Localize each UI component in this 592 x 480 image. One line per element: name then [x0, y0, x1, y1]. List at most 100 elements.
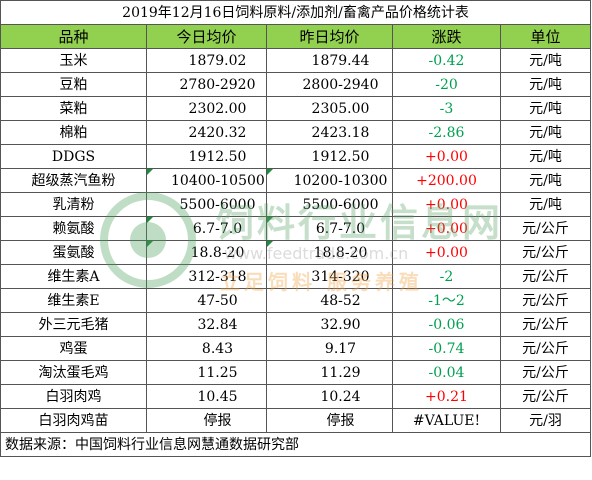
cell-unit: 元/公斤	[499, 360, 592, 385]
cell-today-price: 10400-10500	[146, 168, 267, 193]
cell-today-price: 2302.00	[146, 96, 267, 121]
cell-unit: 元/公斤	[499, 336, 592, 361]
table-row: 超级蒸汽鱼粉 10400-10500 10200-10300 +200.00 元/吨	[0, 168, 592, 193]
cell-change: -0.04	[392, 360, 501, 385]
cell-yesterday-price: 11.29	[266, 360, 393, 385]
cell-today-price: 2780-2920	[146, 72, 267, 97]
cell-unit: 元/吨	[499, 72, 592, 97]
cell-today-price: 32.84	[146, 312, 267, 337]
cell-yesterday-price: 停报	[266, 408, 393, 433]
cell-yesterday-price: 18.8-20	[266, 240, 393, 265]
cell-change: +0.00	[392, 240, 501, 265]
cell-change: +0.00	[392, 144, 501, 169]
text-format-marker-icon	[267, 241, 273, 247]
cell-yesterday-price: 1879.44	[266, 48, 393, 73]
header-today: 今日均价	[146, 24, 267, 49]
cell-change: +0.00	[392, 216, 501, 241]
cell-today-price: 停报	[146, 408, 267, 433]
table-row: 鸡蛋 8.43 9.17 -0.74 元/公斤	[0, 336, 592, 361]
cell-yesterday-price: 9.17	[266, 336, 393, 361]
cell-change: #VALUE!	[392, 408, 501, 433]
cell-name: 玉米	[0, 48, 147, 73]
cell-name: 淘汰蛋毛鸡	[0, 360, 147, 385]
table-row: 白羽肉鸡苗 停报 停报 #VALUE! 元/羽	[0, 408, 592, 433]
cell-unit: 元/公斤	[499, 384, 592, 409]
cell-yesterday-price: 10200-10300	[266, 168, 393, 193]
table-row: 维生素A 312-318 314-320 -2 元/公斤	[0, 264, 592, 289]
cell-unit: 元/吨	[499, 144, 592, 169]
cell-name: 超级蒸汽鱼粉	[0, 168, 147, 193]
cell-unit: 元/公斤	[499, 216, 592, 241]
header-unit: 单位	[499, 24, 592, 49]
cell-change: -3	[392, 96, 501, 121]
cell-change: -20	[392, 72, 501, 97]
cell-change: -0.06	[392, 312, 501, 337]
table-row: 蛋氨酸 18.8-20 18.8-20 +0.00 元/公斤	[0, 240, 592, 265]
cell-name: 维生素A	[0, 264, 147, 289]
cell-unit: 元/吨	[499, 120, 592, 145]
table-row: 淘汰蛋毛鸡 11.25 11.29 -0.04 元/公斤	[0, 360, 592, 385]
cell-today-price: 312-318	[146, 264, 267, 289]
header-row: 品种 今日均价 昨日均价 涨跌 单位	[0, 24, 592, 49]
cell-yesterday-price: 2305.00	[266, 96, 393, 121]
table-row: DDGS 1912.50 1912.50 +0.00 元/吨	[0, 144, 592, 169]
cell-name: DDGS	[0, 144, 147, 169]
title-row: 2019年12月16日饲料原料/添加剂/畜禽产品价格统计表	[0, 0, 592, 25]
cell-change: -1～2	[392, 288, 501, 313]
cell-unit: 元/公斤	[499, 264, 592, 289]
table-row: 赖氨酸 6.7-7.0 6.7-7.0 +0.00 元/公斤	[0, 216, 592, 241]
header-name: 品种	[0, 24, 147, 49]
cell-name: 乳清粉	[0, 192, 147, 217]
cell-unit: 元/吨	[499, 168, 592, 193]
cell-unit: 元/羽	[499, 408, 592, 433]
table-row: 外三元毛猪 32.84 32.90 -0.06 元/公斤	[0, 312, 592, 337]
cell-name: 外三元毛猪	[0, 312, 147, 337]
header-yesterday: 昨日均价	[266, 24, 393, 49]
cell-today-price: 18.8-20	[146, 240, 267, 265]
table-row: 棉粕 2420.32 2423.18 -2.86 元/吨	[0, 120, 592, 145]
cell-name: 维生素E	[0, 288, 147, 313]
header-change: 涨跌	[392, 24, 501, 49]
cell-yesterday-price: 2800-2940	[266, 72, 393, 97]
cell-name: 棉粕	[0, 120, 147, 145]
cell-change: -2	[392, 264, 501, 289]
cell-change: -2.86	[392, 120, 501, 145]
cell-yesterday-price: 2423.18	[266, 120, 393, 145]
price-table: 2019年12月16日饲料原料/添加剂/畜禽产品价格统计表 品种 今日均价 昨日…	[0, 0, 592, 457]
cell-yesterday-price: 314-320	[266, 264, 393, 289]
cell-today-price: 1879.02	[146, 48, 267, 73]
cell-unit: 元/公斤	[499, 240, 592, 265]
cell-today-price: 6.7-7.0	[146, 216, 267, 241]
table-row: 乳清粉 5500-6000 5500-6000 +0.00 元/吨	[0, 192, 592, 217]
cell-yesterday-price: 32.90	[266, 312, 393, 337]
cell-name: 白羽肉鸡	[0, 384, 147, 409]
data-source-note: 数据来源：中国饲料行业信息网慧通数据研究部	[0, 432, 592, 457]
cell-today-price: 5500-6000	[146, 192, 267, 217]
table-title: 2019年12月16日饲料原料/添加剂/畜禽产品价格统计表	[0, 0, 592, 25]
cell-yesterday-price: 6.7-7.0	[266, 216, 393, 241]
cell-today-price: 1912.50	[146, 144, 267, 169]
cell-change: +0.21	[392, 384, 501, 409]
table-row: 玉米 1879.02 1879.44 -0.42 元/吨	[0, 48, 592, 73]
cell-today-price: 11.25	[146, 360, 267, 385]
cell-change: +0.00	[392, 192, 501, 217]
cell-change: -0.42	[392, 48, 501, 73]
text-format-marker-icon	[267, 217, 273, 223]
cell-yesterday-price: 1912.50	[266, 144, 393, 169]
cell-name: 蛋氨酸	[0, 240, 147, 265]
cell-unit: 元/吨	[499, 96, 592, 121]
cell-yesterday-price: 5500-6000	[266, 192, 393, 217]
table-row: 白羽肉鸡 10.45 10.24 +0.21 元/公斤	[0, 384, 592, 409]
cell-unit: 元/吨	[499, 192, 592, 217]
cell-change: -0.74	[392, 336, 501, 361]
table-row: 维生素E 47-50 48-52 -1～2 元/公斤	[0, 288, 592, 313]
cell-unit: 元/公斤	[499, 312, 592, 337]
cell-today-price: 10.45	[146, 384, 267, 409]
cell-unit: 元/公斤	[499, 288, 592, 313]
cell-name: 豆粕	[0, 72, 147, 97]
cell-today-price: 2420.32	[146, 120, 267, 145]
source-row: 数据来源：中国饲料行业信息网慧通数据研究部	[0, 432, 592, 457]
cell-today-price: 47-50	[146, 288, 267, 313]
text-format-marker-icon	[267, 169, 273, 175]
cell-change: +200.00	[392, 168, 501, 193]
